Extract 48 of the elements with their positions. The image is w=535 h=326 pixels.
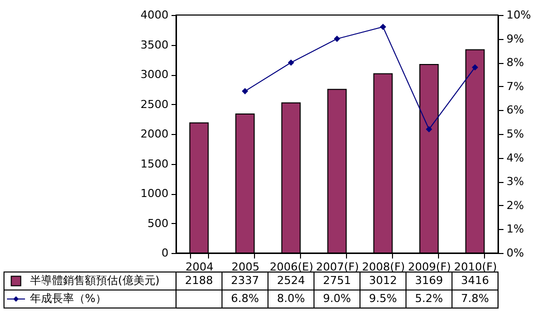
y2-tick-label: 1% xyxy=(506,222,524,236)
y-tick-label: 4000 xyxy=(140,8,168,22)
y-tick-label: 3000 xyxy=(140,68,168,81)
y-tick-label: 3500 xyxy=(140,38,168,52)
data-label: 3416 xyxy=(461,274,489,287)
point xyxy=(334,36,340,42)
x-tick-label: 2006(E) xyxy=(270,260,314,274)
point xyxy=(380,24,386,30)
x-tick-label: 2008(F) xyxy=(362,260,405,274)
x-tick-label: 2005 xyxy=(232,260,260,274)
data-label: 2337 xyxy=(231,274,259,287)
legend-label: 年成長率（%） xyxy=(30,292,106,305)
point xyxy=(288,59,294,66)
y-tick-label: 2000 xyxy=(140,128,168,140)
y2-tick-label: 2% xyxy=(506,198,524,212)
y-tick-label: 1500 xyxy=(140,157,168,170)
y2-tick-label: 6% xyxy=(506,104,524,117)
y2-tick-label: 3% xyxy=(506,175,524,188)
y-tick-label: 1000 xyxy=(140,187,168,200)
y-tick-label: 2500 xyxy=(140,98,168,111)
data-label: 7.8% xyxy=(461,292,489,305)
y2-tick-label: 8% xyxy=(506,56,524,70)
y-tick-label: 0 xyxy=(162,246,168,260)
data-label: 6.8% xyxy=(231,292,259,305)
y2-tick-label: 5% xyxy=(506,128,524,140)
data-label: 5.2% xyxy=(415,292,443,305)
y-tick-label: 500 xyxy=(148,216,168,230)
data-label: 8.0% xyxy=(277,292,305,305)
data-label: 2524 xyxy=(277,274,305,287)
data-label: 3169 xyxy=(415,274,443,287)
data-label: 9.5% xyxy=(369,292,397,305)
point xyxy=(426,126,432,132)
x-tick-label: 2007(F) xyxy=(316,260,359,274)
y2-tick-label: 4% xyxy=(506,151,524,164)
legend-label: 半導體銷售額預估(億美元) xyxy=(30,274,160,287)
point xyxy=(472,64,478,71)
point xyxy=(242,88,248,94)
y2-tick-label: 10% xyxy=(506,8,531,22)
x-tick-label: 2010(F) xyxy=(454,260,497,274)
y2-tick-label: 7% xyxy=(506,80,524,93)
y2-tick-label: 9% xyxy=(506,32,524,46)
data-label: 9.0% xyxy=(323,292,351,305)
data-label: 2188 xyxy=(185,274,213,287)
data-label: 3012 xyxy=(369,274,397,287)
y2-tick-label: 0% xyxy=(506,246,524,260)
x-tick-label: 2009(F) xyxy=(408,260,451,274)
data-label: 2751 xyxy=(323,274,351,287)
x-tick-label: 2004 xyxy=(186,260,214,274)
